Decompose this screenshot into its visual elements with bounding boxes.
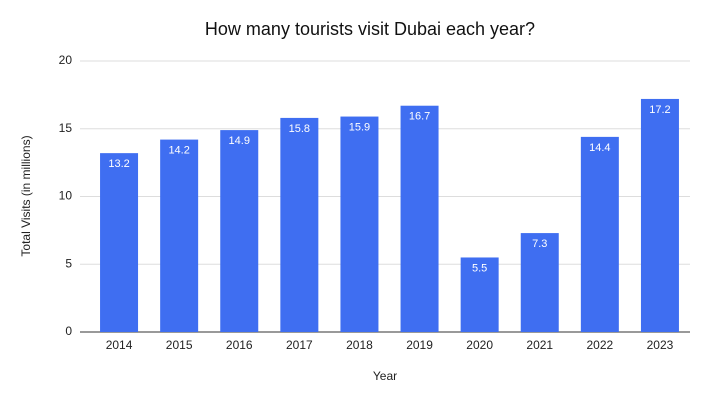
- bar: [340, 116, 379, 333]
- y-tick-label: 5: [65, 256, 72, 270]
- y-tick-label: 0: [65, 324, 72, 338]
- bar: [520, 233, 559, 332]
- bar: [640, 98, 679, 332]
- chart-title: How many tourists visit Dubai each year?: [205, 19, 535, 39]
- value-label: 14.9: [229, 135, 250, 147]
- bar: [100, 153, 139, 332]
- bar: [460, 257, 499, 332]
- value-label: 15.8: [289, 123, 310, 135]
- value-label: 14.2: [168, 144, 189, 156]
- x-axis-title: Year: [373, 369, 397, 383]
- bar: [220, 130, 259, 332]
- x-tick-label: 2015: [166, 338, 193, 352]
- x-tick-label: 2022: [586, 338, 613, 352]
- value-label: 14.4: [589, 142, 610, 154]
- y-tick-label: 10: [59, 189, 73, 203]
- value-label: 16.7: [409, 111, 430, 123]
- bar: [280, 117, 319, 332]
- bar: [400, 105, 439, 332]
- value-label: 7.3: [532, 238, 547, 250]
- y-tick-label: 20: [59, 53, 73, 67]
- x-tick-label: 2019: [406, 338, 433, 352]
- x-tick-label: 2014: [106, 338, 133, 352]
- x-tick-label: 2021: [526, 338, 553, 352]
- y-tick-label: 15: [59, 121, 73, 135]
- x-tick-label: 2023: [647, 338, 674, 352]
- x-tick-label: 2017: [286, 338, 313, 352]
- value-label: 17.2: [649, 104, 670, 116]
- bar: [580, 136, 619, 332]
- bar: [160, 139, 199, 332]
- value-label: 5.5: [472, 262, 487, 274]
- y-axis-title: Total Visits (in millions): [19, 135, 33, 256]
- value-label: 13.2: [108, 158, 129, 170]
- value-label: 15.9: [349, 121, 370, 133]
- x-tick-label: 2016: [226, 338, 253, 352]
- x-tick-label: 2020: [466, 338, 493, 352]
- x-tick-label: 2018: [346, 338, 373, 352]
